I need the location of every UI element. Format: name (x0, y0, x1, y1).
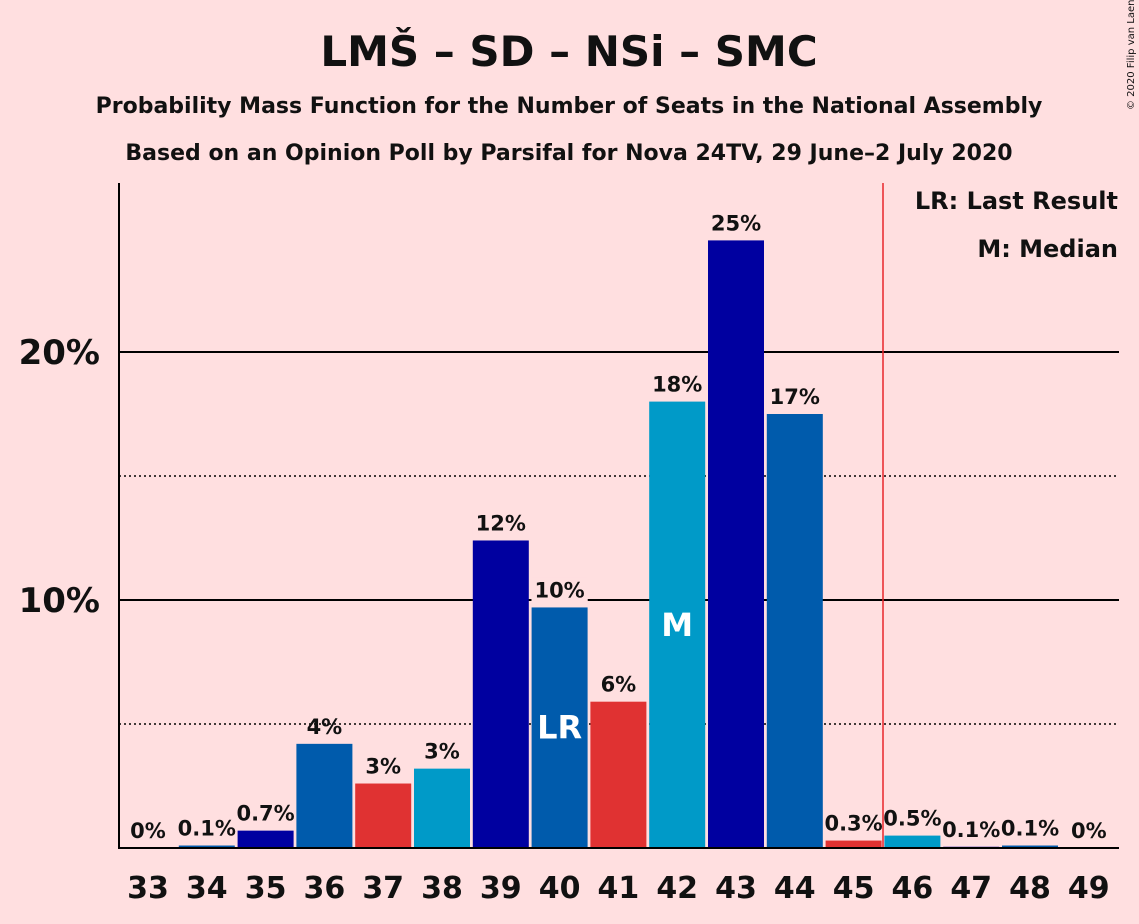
chart-subtitle: Probability Mass Function for the Number… (96, 94, 1043, 119)
bar-34 (178, 845, 235, 848)
bar-39 (472, 540, 529, 848)
x-tick-45: 45 (833, 871, 875, 906)
bar-46 (884, 835, 941, 848)
value-label-48: 0.1% (1001, 817, 1059, 841)
bar-48 (1002, 845, 1058, 848)
value-label-bg-40 (531, 577, 588, 604)
value-label-49: 0% (1071, 819, 1107, 843)
chart-subtitle-source: Based on an Opinion Poll by Parsifal for… (125, 141, 1012, 166)
value-label-bg-39 (472, 510, 529, 537)
bar-45 (825, 840, 882, 848)
value-label-47: 0.1% (942, 818, 1000, 842)
y-tick-20: 20% (19, 333, 100, 373)
value-label-34: 0.1% (178, 817, 236, 841)
bar-38 (414, 768, 470, 848)
value-label-bg-42 (649, 371, 706, 398)
legend-median: M: Median (977, 235, 1118, 263)
value-label-41: 6% (601, 673, 637, 697)
x-tick-34: 34 (186, 871, 228, 906)
x-tick-38: 38 (421, 871, 463, 906)
last-result-marker: LR (537, 709, 582, 747)
value-labels: 0% 0.1%0.7%4%3%3%12%10%6%18%25%17%0.3% 0.5… (130, 210, 1107, 843)
x-tick-36: 36 (304, 871, 346, 906)
value-label-37: 3% (365, 755, 401, 779)
x-tick-43: 43 (715, 871, 757, 906)
chart-title: LMŠ – SD – NSi – SMC (320, 26, 817, 76)
x-tick-48: 48 (1009, 871, 1051, 906)
bars: LR M (178, 240, 1058, 848)
x-tick-39: 39 (480, 871, 522, 906)
bar-41 (590, 701, 647, 848)
value-label-42: 18% (652, 373, 702, 397)
value-label-bg-43 (707, 210, 765, 237)
x-tick-47: 47 (950, 871, 992, 906)
median-marker: M (661, 606, 693, 644)
value-label-bg-41 (597, 671, 640, 698)
value-label-38: 3% (424, 740, 460, 764)
x-tick-41: 41 (598, 871, 640, 906)
x-tick-42: 42 (656, 871, 698, 906)
x-tick-37: 37 (362, 871, 404, 906)
value-label-40: 10% (534, 578, 584, 602)
bar-42 (649, 401, 706, 848)
value-label-36: 4% (307, 715, 343, 739)
value-label-39: 12% (476, 511, 526, 535)
y-tick-10: 10% (19, 581, 100, 621)
x-tick-40: 40 (539, 871, 581, 906)
bar-43 (708, 240, 764, 848)
bar-40 (531, 607, 588, 848)
x-tick-49: 49 (1068, 871, 1110, 906)
value-label-45: 0.3% (824, 812, 882, 836)
y-tick-labels: 10% 20% (19, 333, 100, 621)
legend-last-result: LR: Last Result (915, 187, 1118, 215)
copyright-notice: © 2020 Filip van Laenen (1126, 0, 1137, 110)
x-tick-labels: 33 34 35 36 37 38 39 40 41 42 43 44 45 46 47 48 49 (127, 871, 1110, 906)
value-label-33: 0% (130, 819, 166, 843)
value-label-bg-44 (766, 384, 823, 410)
x-tick-33: 33 (127, 871, 169, 906)
x-tick-35: 35 (245, 871, 287, 906)
axes (118, 183, 1119, 849)
bar-44 (766, 414, 823, 848)
value-label-46: 0.5% (883, 807, 941, 831)
bar-37 (355, 783, 412, 848)
value-label-35: 0.7% (236, 802, 294, 826)
bar-36 (296, 743, 353, 848)
bar-35 (237, 830, 294, 848)
value-label-43: 25% (711, 211, 761, 235)
value-label-44: 17% (770, 385, 820, 409)
x-tick-46: 46 (892, 871, 934, 906)
x-tick-44: 44 (774, 871, 816, 906)
